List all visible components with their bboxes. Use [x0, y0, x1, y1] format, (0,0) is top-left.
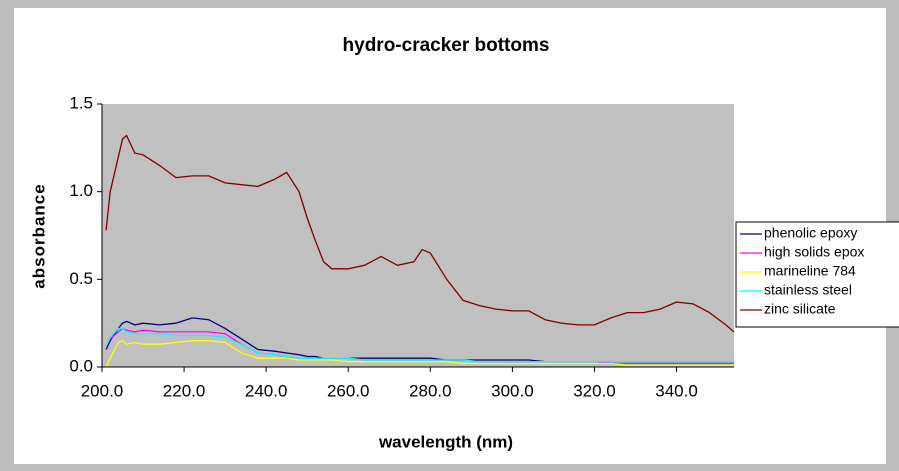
legend-box — [735, 221, 899, 328]
legend-label: phenolic epoxy — [764, 225, 857, 241]
legend-label: marineline 784 — [764, 263, 856, 279]
plot-area — [102, 104, 734, 367]
x-tick-label: 300.0 — [491, 381, 534, 400]
x-tick-label: 220.0 — [163, 381, 206, 400]
legend-label: zinc silicate — [764, 301, 836, 317]
x-tick-label: 240.0 — [245, 381, 288, 400]
y-tick-label: 1.0 — [69, 181, 93, 200]
x-tick-label: 200.0 — [81, 381, 124, 400]
y-axis-title: absorbance — [29, 183, 48, 288]
x-tick-label: 260.0 — [327, 381, 370, 400]
y-tick-label: 1.5 — [69, 93, 93, 112]
x-tick-label: 320.0 — [573, 381, 616, 400]
x-tick-label: 280.0 — [409, 381, 452, 400]
legend-label: high solids epox — [764, 244, 864, 260]
y-tick-label: 0.5 — [69, 269, 93, 288]
legend-label: stainless steel — [764, 282, 852, 298]
x-tick-label: 340.0 — [655, 381, 698, 400]
series-line — [105, 327, 734, 363]
chart-title: hydro-cracker bottoms — [343, 35, 550, 56]
series-line — [105, 134, 735, 333]
series-line — [105, 339, 734, 368]
x-axis-title: wavelength (nm) — [378, 432, 513, 451]
y-tick-label: 0.0 — [69, 356, 93, 375]
